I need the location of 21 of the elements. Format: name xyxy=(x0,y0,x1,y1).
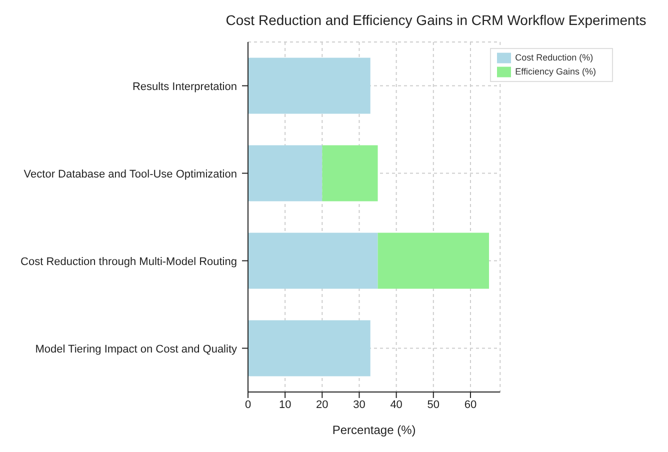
y-tick-label: Model Tiering Impact on Cost and Quality xyxy=(35,343,238,356)
legend-label: Efficiency Gains (%) xyxy=(515,66,596,76)
x-tick-label: 20 xyxy=(316,398,328,411)
y-tick-label: Results Interpretation xyxy=(132,80,237,93)
bar xyxy=(248,145,322,202)
bar xyxy=(322,145,378,202)
x-tick-label: 50 xyxy=(427,398,440,411)
x-tick-label: 60 xyxy=(464,398,477,411)
x-tick-label: 30 xyxy=(353,398,366,411)
y-tick-label: Vector Database and Tool-Use Optimization xyxy=(24,168,237,180)
x-axis-title: Percentage (%) xyxy=(332,423,416,437)
x-tick-label: 40 xyxy=(390,398,402,411)
x-tick-label: 10 xyxy=(278,398,292,411)
x-tick-label: 0 xyxy=(244,398,252,411)
legend-label: Cost Reduction (%) xyxy=(515,52,594,62)
bar xyxy=(248,232,378,289)
bar xyxy=(248,320,370,376)
y-tick-label: Cost Reduction through Multi-Model Routing xyxy=(20,256,237,268)
chart-title: Cost Reduction and Efficiency Gains in CRM Workflow Experiments xyxy=(224,12,648,28)
bar xyxy=(378,232,490,289)
bar xyxy=(248,58,370,114)
